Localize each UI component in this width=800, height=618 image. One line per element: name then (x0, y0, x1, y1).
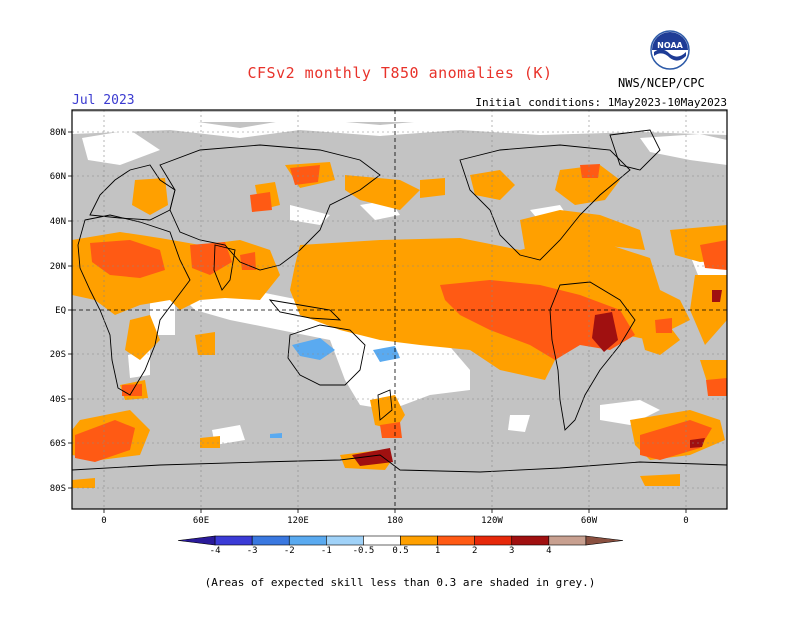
colorbar-label: 2 (471, 546, 478, 556)
lat-label: 40N (50, 217, 66, 227)
colorbar-swatch (585, 535, 624, 546)
colorbar-label: -0.5 (352, 546, 375, 556)
colorbar-label: 4 (546, 546, 552, 556)
colorbar-swatch (474, 535, 513, 546)
forecast-period: Jul 2023 (72, 93, 135, 108)
lon-label: 0 (101, 516, 106, 526)
colorbar-swatch (363, 535, 401, 546)
lon-label: 60E (193, 516, 209, 526)
lat-label: EQ (55, 306, 66, 316)
colorbar-swatch (437, 535, 475, 546)
lat-label: 80S (50, 484, 66, 494)
colorbar-swatch (288, 535, 327, 546)
colorbar-swatch (548, 535, 587, 546)
lat-label: 80N (50, 128, 66, 138)
anomaly-fields (72, 112, 727, 488)
lon-label: 120W (481, 516, 503, 526)
very-warm-areas (352, 290, 722, 466)
noaa-logo: NOAA (650, 30, 690, 70)
colorbar-swatch (400, 535, 438, 546)
lat-label: 60N (50, 172, 66, 182)
lon-label: 120E (287, 516, 309, 526)
colorbar-swatch (326, 535, 364, 546)
lat-labels: 80N 60N 40N 20N EQ 20S 40S 60S 80S (50, 128, 66, 494)
lat-label: 40S (50, 395, 66, 405)
colorbar-swatch (214, 535, 253, 546)
axis-ticks (68, 131, 687, 513)
lat-label: 60S (50, 439, 66, 449)
colorbar-label: 3 (509, 546, 515, 556)
lon-label: 60W (581, 516, 598, 526)
lon-label: 180 (387, 516, 403, 526)
map-frame (71, 109, 728, 510)
colorbar-swatch (177, 535, 216, 546)
chart-title: CFSv2 monthly T850 anomalies (K) (247, 64, 553, 82)
strong-warm-areas (75, 164, 727, 462)
initial-conditions: Initial conditions: 1May2023-10May2023 (475, 96, 727, 109)
lat-label: 20N (50, 262, 66, 272)
lat-lon-grid (72, 110, 727, 509)
colorbar-label: -1 (320, 546, 332, 556)
coastlines (72, 129, 727, 473)
colorbar-label: 1 (434, 546, 441, 556)
cool-anomaly-areas (270, 338, 400, 438)
lon-label: 0 (683, 516, 688, 526)
lat-label: 20S (50, 350, 66, 360)
colorbar-label: -2 (283, 546, 295, 556)
equator-dateline (72, 110, 727, 509)
colorbar-label: -4 (209, 546, 221, 556)
lon-labels: 0 60E 120E 180 120W 60W 0 (101, 516, 688, 526)
logo-text: NOAA (657, 41, 683, 50)
colorbar (177, 535, 624, 546)
colorbar-swatch (251, 535, 290, 546)
footnote: (Areas of expected skill less than 0.3 a… (204, 576, 596, 589)
agency-label: NWS/NCEP/CPC (618, 76, 705, 90)
colorbar-label: 0.5 (392, 546, 409, 556)
colorbar-label: -3 (246, 546, 258, 556)
colorbar-swatch (511, 535, 550, 546)
